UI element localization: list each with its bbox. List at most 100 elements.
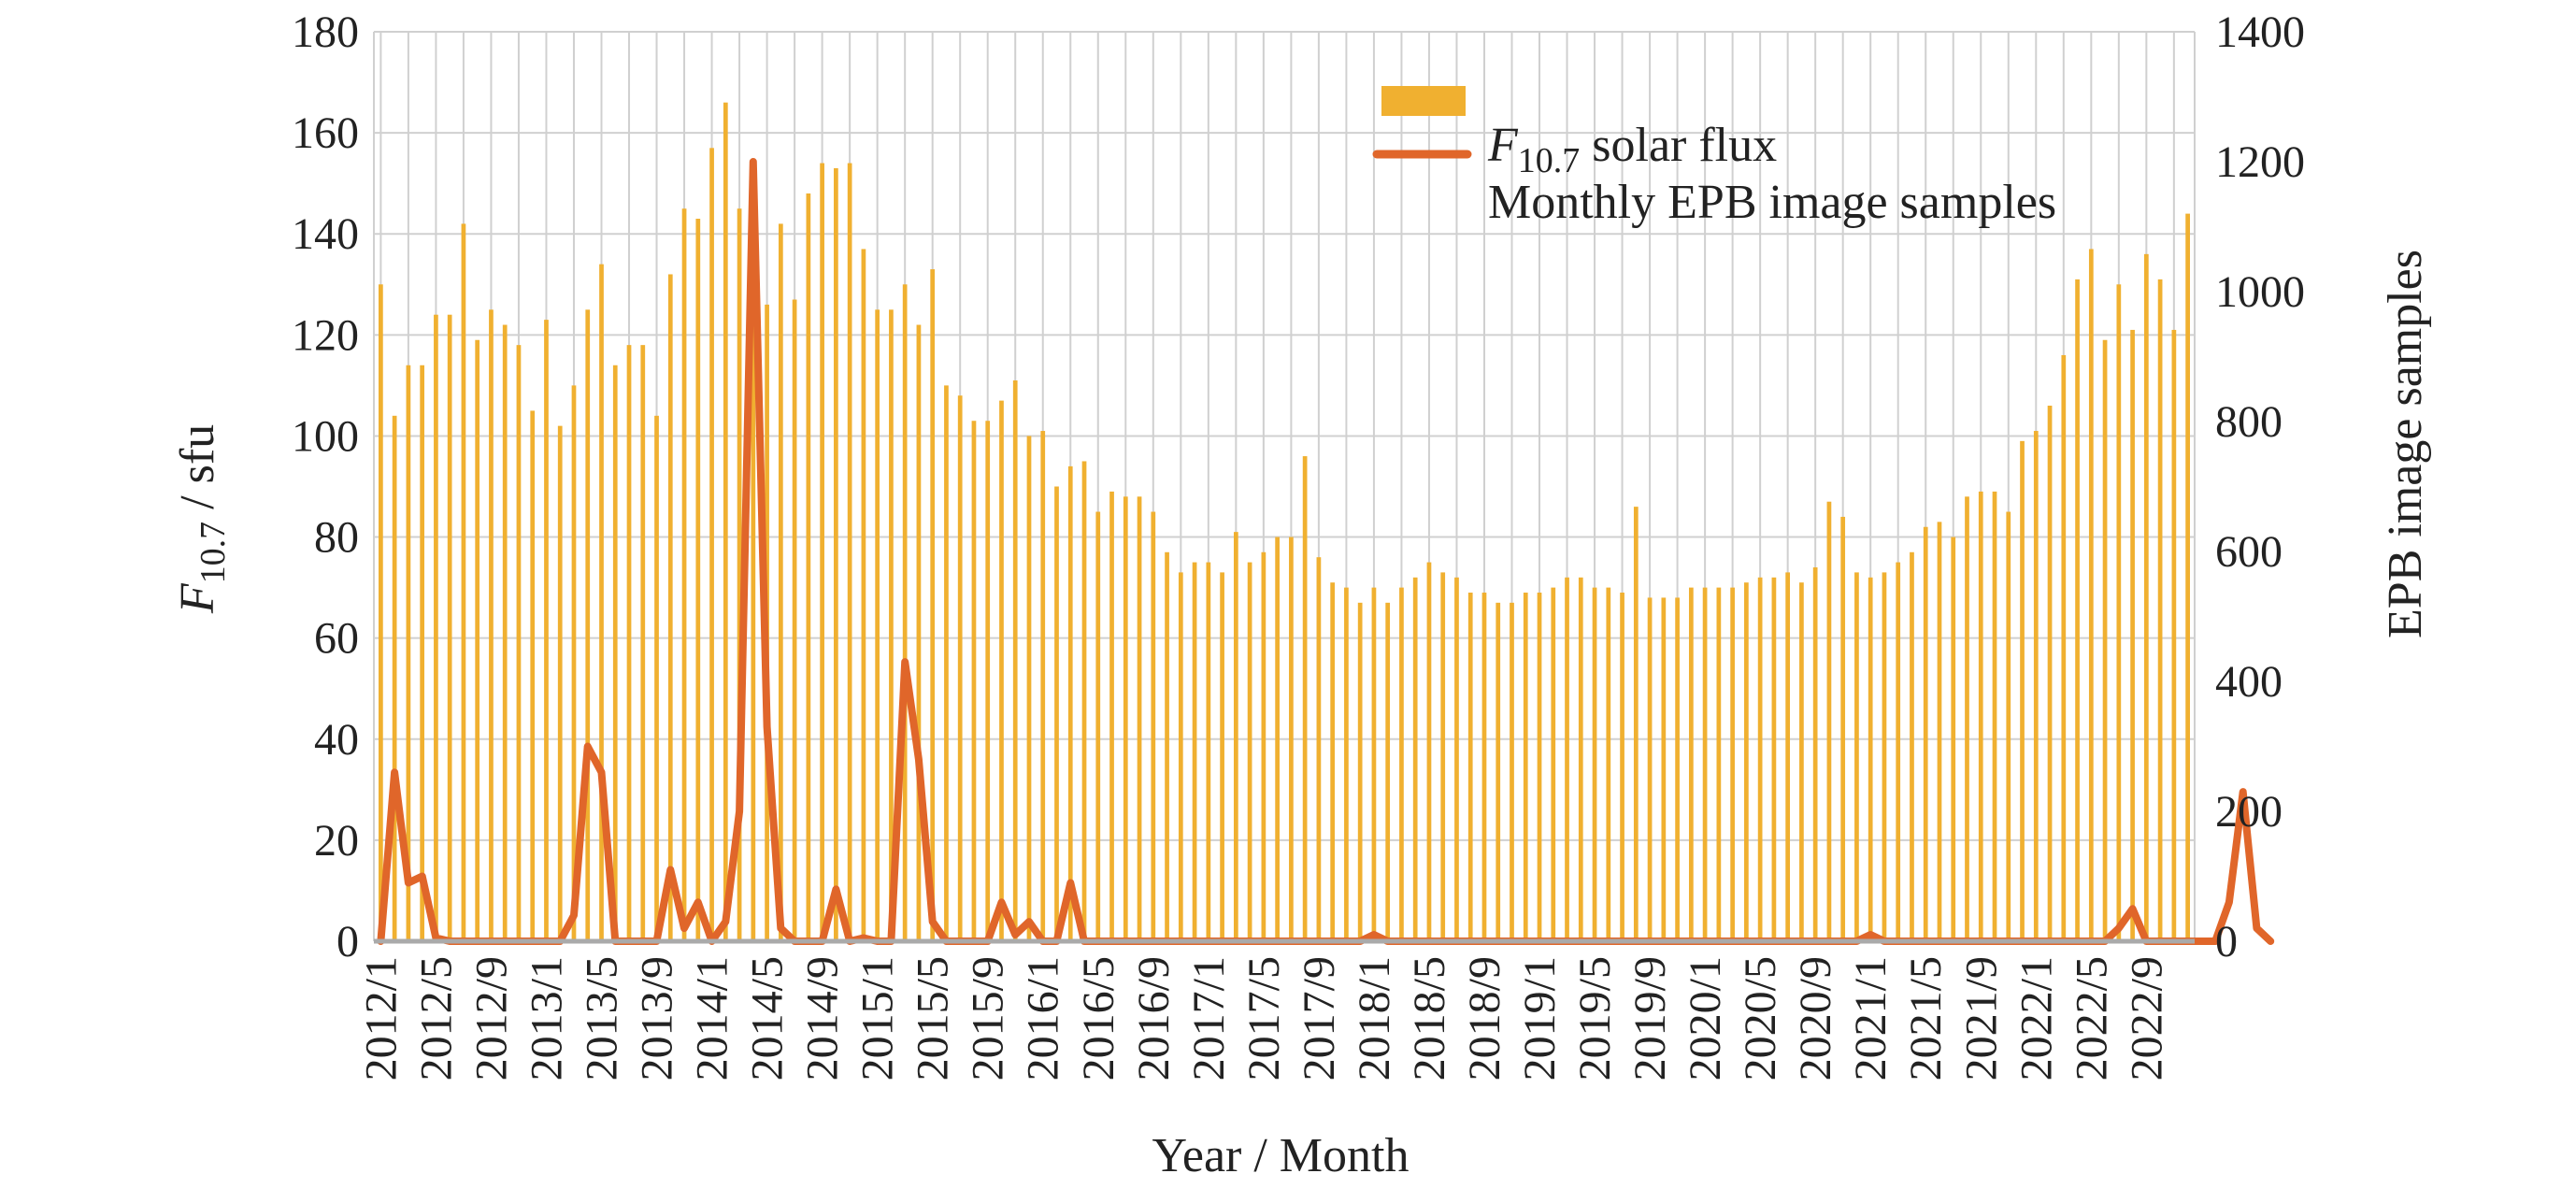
bar: [1344, 587, 1349, 941]
bar: [667, 274, 673, 941]
right-y-tick-label: 400: [2215, 657, 2283, 707]
bar: [1744, 582, 1749, 941]
bar: [1233, 532, 1238, 941]
bar: [2116, 284, 2122, 941]
bar: [847, 163, 852, 942]
bar: [2185, 213, 2190, 942]
legend-bar-label: Monthly EPB image samples: [1488, 176, 2056, 229]
bar: [1440, 572, 1446, 941]
x-tick-label: 2018/1: [1350, 956, 1399, 1081]
bar: [2047, 406, 2053, 941]
bar: [1565, 577, 1569, 941]
bar: [861, 249, 866, 941]
bar: [2006, 511, 2011, 941]
bar: [1178, 572, 1183, 941]
bar: [806, 193, 811, 941]
bar: [1675, 597, 1680, 941]
bar: [1481, 593, 1487, 941]
x-tick-label: 2019/9: [1625, 956, 1675, 1081]
bar: [1606, 587, 1611, 941]
bar: [1426, 562, 1432, 941]
bar: [957, 395, 963, 941]
bar: [1951, 537, 1956, 941]
legend-line-label: F10.7 solar flux: [1487, 119, 1777, 180]
grid-lines: [373, 31, 2196, 941]
bar: [1067, 465, 1073, 941]
bar: [1040, 431, 1046, 941]
bar: [709, 148, 714, 942]
bar: [889, 309, 894, 941]
bar: [820, 163, 824, 942]
x-tick-label: 2012/1: [356, 956, 406, 1081]
x-tick-label: 2015/9: [964, 956, 1013, 1081]
bar: [2020, 440, 2025, 942]
x-tick-label: 2019/5: [1570, 956, 1620, 1081]
line-epb-samples: [377, 158, 2275, 945]
bar: [2157, 279, 2163, 942]
bar: [2061, 354, 2067, 941]
bar: [1054, 486, 1059, 941]
line-series-epb: [377, 158, 2275, 945]
x-tick-label: 2016/9: [1129, 956, 1179, 1081]
x-tick-label: 2015/5: [909, 956, 958, 1081]
left-y-tick-label: 40: [314, 715, 359, 765]
bar: [434, 314, 438, 941]
bar: [1896, 562, 1901, 941]
left-y-tick-label: 180: [292, 7, 359, 57]
bar: [1399, 587, 1404, 941]
bar: [778, 223, 783, 941]
bar: [737, 208, 742, 941]
bar: [2102, 339, 2108, 941]
bar: [792, 299, 797, 941]
bar: [626, 345, 632, 942]
bar: [1095, 511, 1101, 941]
bar: [640, 345, 646, 942]
x-axis-title: Year / Month: [1152, 1129, 1410, 1182]
bar: [985, 421, 991, 941]
x-tick-label: 2013/1: [522, 956, 571, 1081]
bar: [406, 365, 411, 941]
left-y-tick-label: 140: [292, 209, 359, 259]
bar: [1799, 582, 1804, 941]
bar: [1757, 577, 1763, 941]
bar: [2088, 249, 2094, 941]
right-y-tick-label: 1000: [2215, 267, 2305, 317]
left-y-axis-title: F10.7 / sfu: [171, 424, 233, 614]
bar: [1385, 602, 1391, 941]
bar: [930, 269, 936, 941]
x-tick-label: 2020/5: [1736, 956, 1785, 1081]
x-tick-label: 2020/9: [1791, 956, 1840, 1081]
left-y-tick-label: 120: [292, 310, 359, 360]
bar: [2130, 329, 2135, 942]
bar: [944, 385, 949, 941]
bar: [916, 324, 922, 941]
bar: [1247, 562, 1252, 941]
bar: [1206, 562, 1211, 941]
bar: [1661, 597, 1667, 941]
bar: [1316, 557, 1322, 941]
bar: [1923, 526, 1928, 941]
bar: [1109, 491, 1114, 941]
bar: [695, 219, 701, 941]
bar: [1537, 593, 1542, 941]
bar: [1551, 587, 1556, 941]
right-y-tick-label: 200: [2215, 787, 2283, 837]
bar: [1592, 587, 1597, 941]
bar: [461, 223, 466, 941]
left-y-axis-title-sub: 10.7: [193, 522, 233, 584]
x-tick-label: 2017/9: [1295, 956, 1344, 1081]
right-y-tick-label: 1400: [2215, 7, 2305, 57]
bar: [1730, 587, 1735, 941]
bar: [1992, 491, 1997, 941]
bar: [1578, 577, 1583, 941]
x-tick-label: 2018/9: [1460, 956, 1510, 1081]
x-tick-labels: 2012/1 2012/5 2012/9 2013/1 2013/5 2013/9 2014…: [356, 956, 2171, 1081]
bar: [516, 345, 522, 942]
bar: [585, 309, 591, 941]
left-y-tick-label: 80: [314, 513, 359, 563]
bar: [1647, 597, 1653, 941]
bar: [1261, 551, 1267, 941]
left-y-tick-label: 20: [314, 816, 359, 866]
bar: [1965, 496, 1969, 941]
